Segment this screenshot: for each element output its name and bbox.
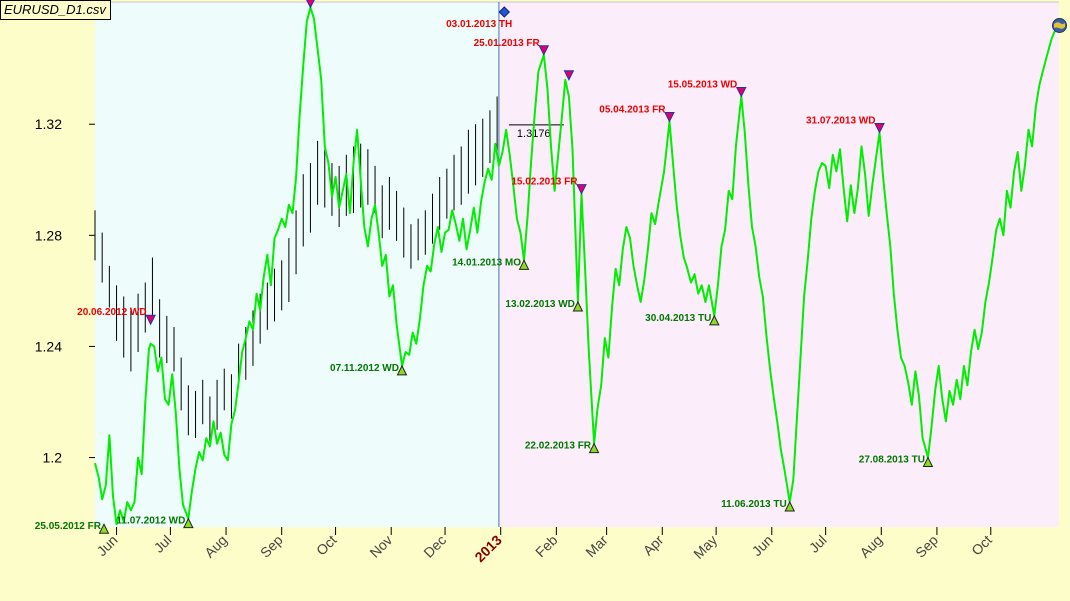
y-tick-label: 1.2 (43, 450, 63, 466)
history-zone (95, 2, 499, 527)
low-label: 27.08.2013 TU (859, 455, 925, 466)
extremum-markers: 20.06.2012 WD 17.09.2012 MO 25.01.2013 FR 1… (35, 0, 934, 534)
low-label: 11.06.2013 TU (721, 499, 787, 510)
high-marker (145, 314, 156, 326)
low-marker (709, 314, 720, 326)
high-marker (664, 111, 675, 123)
low-label: 22.02.2013 FR (525, 441, 592, 452)
low-label: 30.04.2013 TU (645, 313, 711, 324)
high-label: 15.05.2013 WD (668, 79, 738, 90)
low-marker (784, 500, 796, 512)
high-label: 17.09.2012 MO (237, 0, 306, 2)
low-marker (518, 259, 530, 270)
low-marker (922, 456, 934, 468)
low-label: 07.11.2012 WD (330, 363, 399, 374)
forecast-line (94, 6, 1060, 526)
high-marker (735, 86, 747, 98)
high-label: 05.04.2013 FR (599, 104, 666, 115)
high-label: 31.07.2013 WD (806, 116, 876, 127)
low-marker (396, 364, 408, 376)
divider-marker (498, 6, 511, 18)
high-marker (563, 70, 575, 81)
high-label: 15.02.2013 FR (511, 177, 578, 188)
low-marker (183, 517, 194, 529)
low-label: 14.01.2013 MO (452, 257, 521, 268)
low-label: 25.05.2012 FR (35, 521, 102, 532)
low-marker (572, 300, 584, 312)
low-marker (588, 442, 600, 454)
high-label: 20.06.2012 WD (77, 307, 147, 318)
high-label: 25.01.2013 FR (474, 38, 541, 49)
low-label: 13.02.2013 WD (505, 299, 575, 310)
high-marker (576, 184, 587, 195)
high-marker (306, 0, 315, 9)
y-tick-label: 1.32 (35, 116, 62, 132)
y-axis: 1.2 1.24 1.28 1.32 (35, 116, 95, 466)
high-marker (538, 45, 550, 56)
high-marker (874, 123, 885, 134)
y-tick-label: 1.24 (35, 338, 62, 354)
y-tick-label: 1.28 (35, 227, 62, 243)
low-label: 11.07.2012 WD (116, 516, 185, 527)
divider-label: 03.01.2013 TH (446, 19, 512, 30)
low-marker (98, 523, 110, 534)
globe-icon[interactable] (1052, 18, 1067, 33)
chart-title: EURUSD_D1.csv (0, 0, 111, 20)
